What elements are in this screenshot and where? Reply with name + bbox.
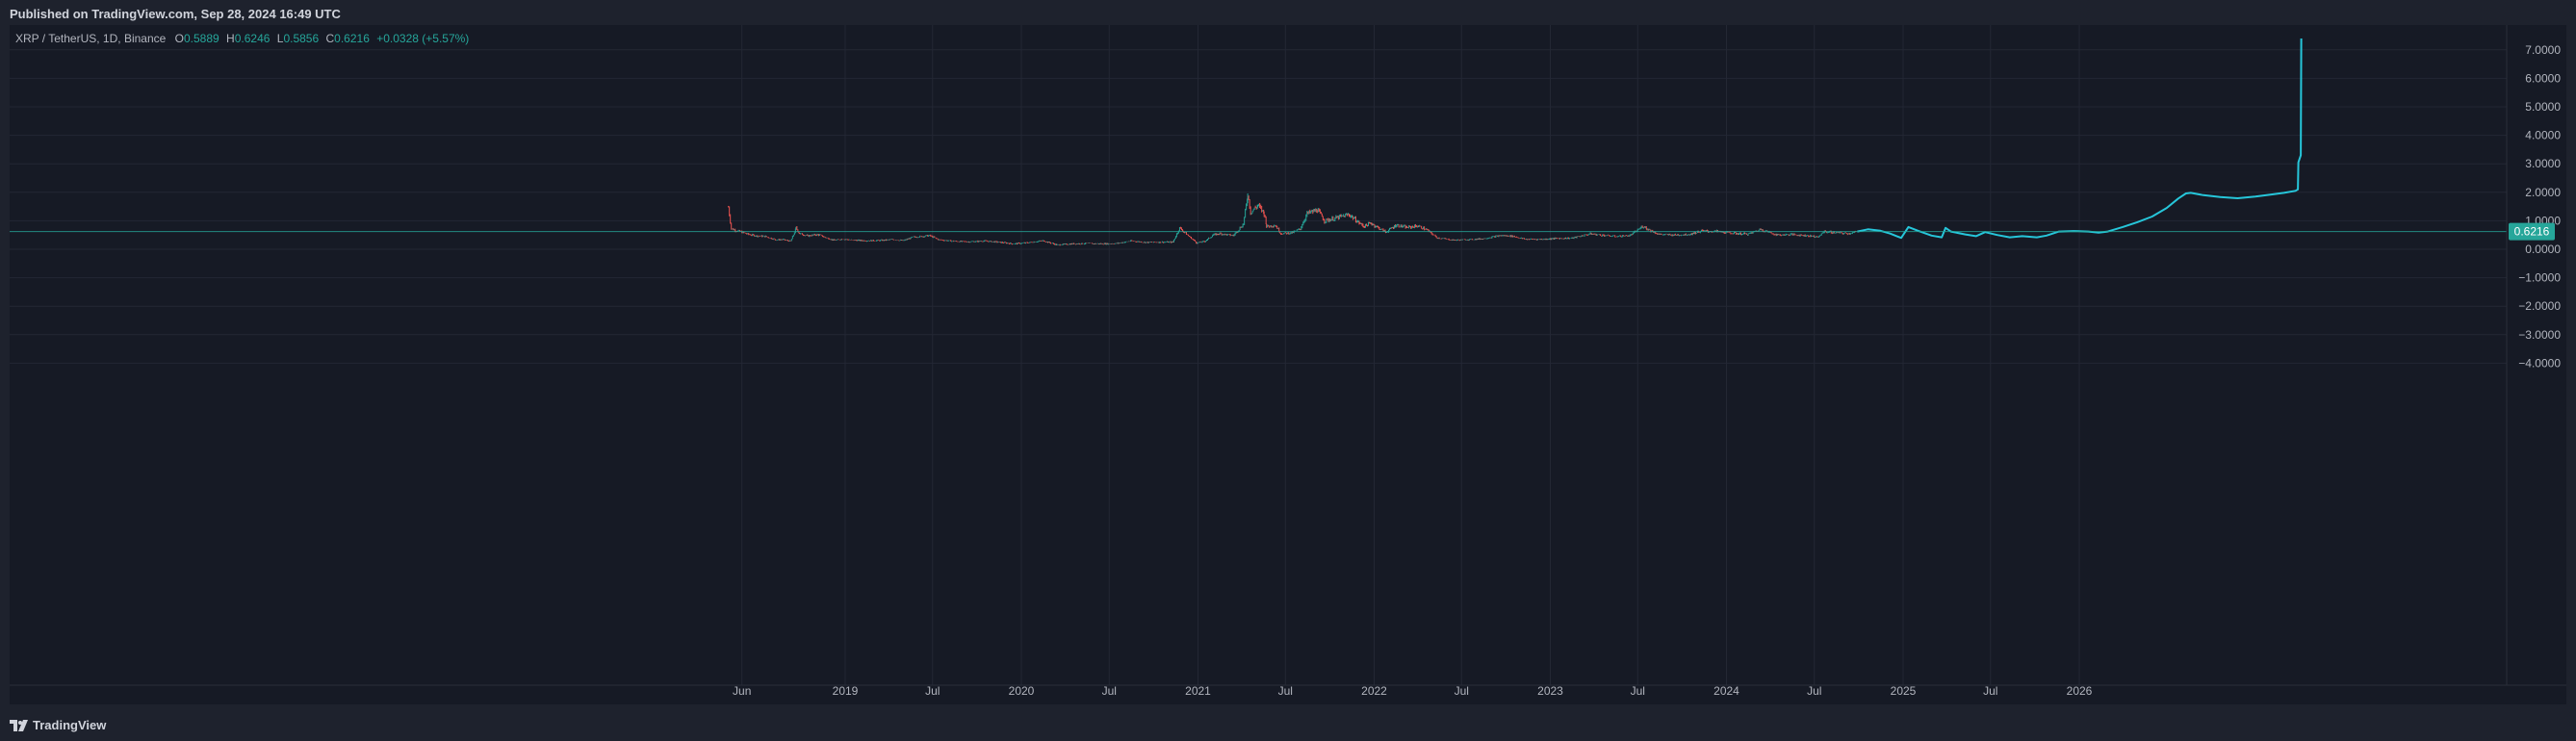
legend-close-label: C xyxy=(325,32,335,45)
x-tick-label: Jun xyxy=(733,684,751,698)
x-tick-label: Jul xyxy=(1631,684,1645,698)
chart-area[interactable]: 7.0000 6.0000 5.0000 4.0000 3.0000 2.0000 1.00… xyxy=(10,25,2566,704)
legend-close-value: 0.6216 xyxy=(334,32,370,45)
bottom-bar: TradingView xyxy=(0,710,2576,741)
y-tick-label: −3.0000 xyxy=(2518,328,2561,342)
x-tick-label: Jul xyxy=(1102,684,1117,698)
tradingview-logo-icon xyxy=(10,719,28,731)
brand[interactable]: TradingView xyxy=(10,718,106,732)
legend: XRP / TetherUS, 1D, Binance O0.5889 H0.6… xyxy=(15,32,469,45)
x-tick-label: 2021 xyxy=(1185,684,1211,698)
y-tick-label: 0.0000 xyxy=(2525,243,2561,256)
y-tick-label: 6.0000 xyxy=(2525,71,2561,85)
legend-low-label: L xyxy=(276,32,284,45)
chart-background xyxy=(10,25,2566,704)
legend-symbol: XRP / TetherUS, 1D, Binance xyxy=(15,32,167,45)
x-tick-label: 2022 xyxy=(1361,684,1387,698)
x-tick-label: Jul xyxy=(1807,684,1821,698)
grid xyxy=(10,25,2507,685)
price-chart[interactable]: 7.00006.00005.00004.00003.00002.00001.00… xyxy=(10,25,2566,704)
legend-open-label: O xyxy=(174,32,184,45)
top-bar: Published on TradingView.com, Sep 28, 20… xyxy=(0,0,2576,25)
y-tick-label: 3.0000 xyxy=(2525,157,2561,170)
x-tick-label: 2025 xyxy=(1891,684,1917,698)
y-tick-label: 5.0000 xyxy=(2525,100,2561,114)
legend-high-label: H xyxy=(226,32,235,45)
axes: 7.00006.00005.00004.00003.00002.00001.00… xyxy=(10,25,2566,698)
x-tick-label: Jul xyxy=(925,684,940,698)
x-tick-label: Jul xyxy=(1983,684,1997,698)
brand-text: TradingView xyxy=(33,718,107,732)
y-tick-label: 2.0000 xyxy=(2525,186,2561,199)
x-tick-label: 2019 xyxy=(833,684,859,698)
x-tick-label: Jul xyxy=(1455,684,1469,698)
legend-high-value: 0.6246 xyxy=(234,32,270,45)
legend-change: +0.0328 (+5.57%) xyxy=(376,32,470,45)
y-tick-label: 4.0000 xyxy=(2525,129,2561,142)
last-price-label: 0.6216 xyxy=(2514,225,2550,239)
x-tick-label: 2026 xyxy=(2067,684,2093,698)
legend-low-value: 0.5856 xyxy=(283,32,320,45)
y-tick-label: −4.0000 xyxy=(2518,356,2561,370)
published-text: Published on TradingView.com, Sep 28, 20… xyxy=(10,7,341,21)
legend-open-value: 0.5889 xyxy=(184,32,219,45)
x-tick-label: 2023 xyxy=(1537,684,1563,698)
x-tick-label: Jul xyxy=(1278,684,1293,698)
y-tick-label: −2.0000 xyxy=(2518,299,2561,313)
x-tick-label: 2020 xyxy=(1009,684,1035,698)
y-tick-label: 7.0000 xyxy=(2525,43,2561,57)
x-tick-label: 2024 xyxy=(1713,684,1739,698)
y-tick-label: −1.0000 xyxy=(2518,271,2561,285)
last-price-badge xyxy=(2509,222,2555,241)
